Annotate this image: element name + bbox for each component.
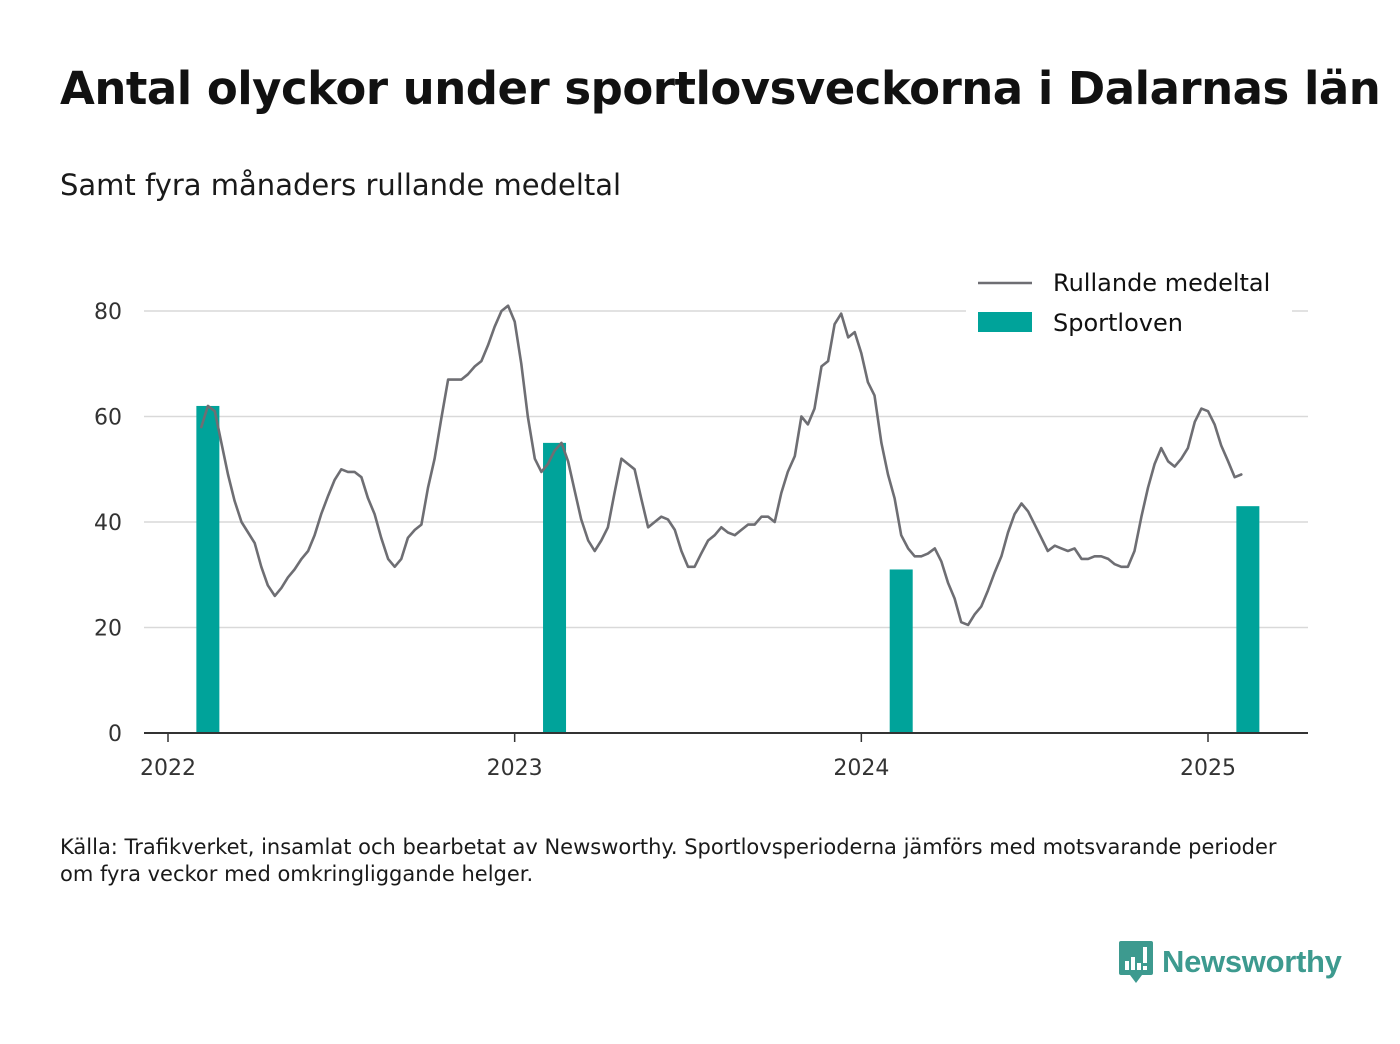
x-tick-label-2024: 2024	[833, 756, 889, 781]
bar-sportloven-1	[196, 405, 220, 733]
bar-series	[196, 405, 1260, 733]
x-tick-label-2025: 2025	[1180, 756, 1236, 781]
chart-subtitle: Samt fyra månaders rullande medeltal	[60, 168, 622, 202]
source-note: Källa: Trafikverket, insamlat och bearbe…	[60, 835, 1277, 886]
bar-sportloven-3	[889, 569, 913, 733]
axes: 0 20 40 60 80 2022 2023 2024 2025	[94, 300, 1308, 781]
x-tick-label-2023: 2023	[487, 756, 543, 781]
y-tick-label-20: 20	[94, 617, 122, 642]
legend: Rullande medeltal Sportloven	[966, 262, 1292, 344]
legend-label-sportloven: Sportloven	[1053, 309, 1183, 337]
y-tick-label-80: 80	[94, 300, 122, 325]
legend-label-rullande-medeltal: Rullande medeltal	[1053, 269, 1270, 297]
brand-name: Newsworthy	[1162, 944, 1342, 979]
brand-logo[interactable]: Newsworthy	[1118, 938, 1342, 986]
newsworthy-logo-icon	[1119, 941, 1153, 983]
bar-sportloven-4	[1236, 506, 1260, 733]
line-series	[200, 304, 1243, 627]
y-tick-label-40: 40	[94, 511, 122, 536]
chart-title: Antal olyckor under sportlovsveckorna i …	[60, 62, 1381, 115]
legend-bar-swatch	[978, 312, 1032, 332]
bar-sportloven-2	[543, 442, 567, 733]
x-tick-label-2022: 2022	[140, 756, 196, 781]
grid-lines	[144, 310, 1308, 629]
y-tick-label-0: 0	[108, 722, 122, 747]
line-rullande-medeltal	[200, 304, 1243, 627]
y-tick-label-60: 60	[94, 406, 122, 431]
